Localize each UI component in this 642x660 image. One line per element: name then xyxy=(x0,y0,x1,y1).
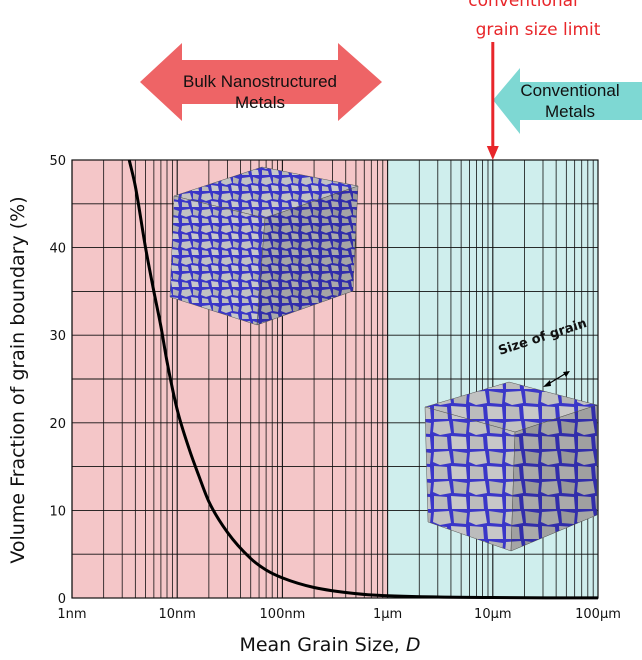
y-tick-label: 20 xyxy=(49,417,66,432)
x-axis-title-variable: D xyxy=(406,634,421,656)
conventional-metals-arrow xyxy=(493,68,642,134)
x-axis-title-text: Mean Grain Size, xyxy=(239,634,405,656)
bulk-arrow-label-line2: Metals xyxy=(235,93,285,112)
plot-frame xyxy=(71,159,599,599)
x-tick-label: 100μm xyxy=(575,607,621,622)
conventional-cube-image xyxy=(424,371,598,552)
y-tick-label: 0 xyxy=(58,592,66,607)
y-tick-label: 10 xyxy=(49,504,66,519)
volume-fraction-curve xyxy=(127,159,599,600)
limit-label-line1: conventional xyxy=(468,0,578,11)
limit-arrow-head xyxy=(486,146,499,160)
bulk-arrow-label-line1: Bulk Nanostructured xyxy=(183,72,337,91)
bulk-nanostructured-arrow xyxy=(140,43,382,121)
x-tick-label: 10nm xyxy=(158,607,195,622)
y-tick-label: 40 xyxy=(49,242,66,257)
x-tick-label: 1μm xyxy=(373,607,402,622)
x-tick-label: 1nm xyxy=(57,607,86,622)
x-tick-label: 100nm xyxy=(260,607,306,622)
limit-label-line2: grain size limit xyxy=(476,20,601,40)
conventional-arrow-label-line1: Conventional xyxy=(520,81,619,100)
y-axis-title: Volume Fraction of grain boundary (%) xyxy=(7,196,29,563)
y-tick-labels: 0 10 20 30 40 50 xyxy=(49,154,66,607)
x-tick-labels: 1nm 10nm 100nm 1μm 10μm 100μm xyxy=(57,607,620,622)
conventional-arrow-label-line2: Metals xyxy=(545,102,595,121)
y-tick-label: 50 xyxy=(49,154,66,169)
y-tick-label: 30 xyxy=(49,329,66,344)
x-tick-label: 10μm xyxy=(474,607,511,622)
x-axis-title: Mean Grain Size, D xyxy=(239,634,420,656)
nanostructured-cube-image xyxy=(169,166,359,326)
